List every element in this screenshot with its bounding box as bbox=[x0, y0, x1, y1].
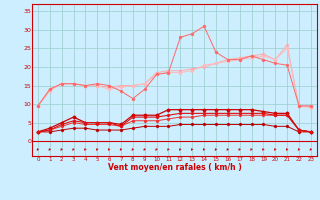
X-axis label: Vent moyen/en rafales ( km/h ): Vent moyen/en rafales ( km/h ) bbox=[108, 163, 241, 172]
